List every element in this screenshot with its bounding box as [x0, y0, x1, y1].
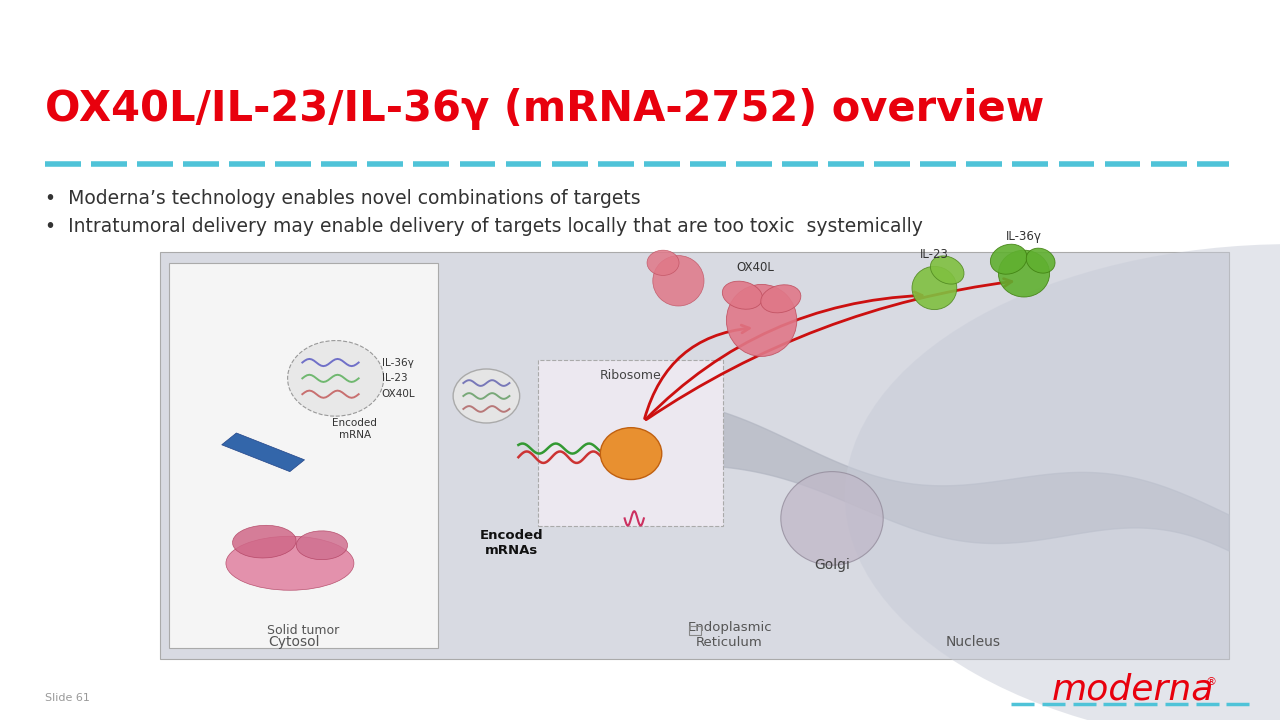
Bar [689, 626, 701, 635]
Ellipse shape [991, 244, 1027, 274]
Text: ®: ® [1206, 678, 1217, 688]
Text: Endoplasmic
Reticulum: Endoplasmic Reticulum [687, 621, 772, 649]
FancyBboxPatch shape [169, 263, 438, 648]
FancyBboxPatch shape [160, 252, 1229, 659]
Text: IL-36γ: IL-36γ [381, 358, 413, 367]
Text: Nucleus: Nucleus [946, 636, 1000, 649]
FancyBboxPatch shape [538, 360, 723, 526]
Text: Encoded
mRNA: Encoded mRNA [333, 418, 378, 439]
Ellipse shape [296, 531, 348, 559]
Text: •  Intratumoral delivery may enable delivery of targets locally that are too tox: • Intratumoral delivery may enable deliv… [45, 217, 923, 236]
Bar [221, 433, 305, 472]
Text: OX40L: OX40L [736, 261, 774, 274]
Text: OX40L/IL-23/IL-36γ (mRNA-2752) overview: OX40L/IL-23/IL-36γ (mRNA-2752) overview [45, 89, 1044, 130]
Ellipse shape [722, 282, 763, 309]
Text: IL-36γ: IL-36γ [1006, 230, 1042, 243]
Text: moderna: moderna [1052, 672, 1213, 707]
Ellipse shape [453, 369, 520, 423]
Text: Encoded
mRNAs: Encoded mRNAs [480, 529, 544, 557]
Ellipse shape [931, 256, 964, 284]
Text: Ribosome: Ribosome [599, 369, 662, 382]
Text: Slide 61: Slide 61 [45, 693, 90, 703]
Text: Cytosol: Cytosol [269, 636, 320, 649]
Text: Golgi: Golgi [814, 558, 850, 572]
Ellipse shape [600, 428, 662, 480]
Ellipse shape [288, 341, 384, 416]
Ellipse shape [646, 250, 678, 276]
Ellipse shape [233, 526, 296, 558]
Text: OX40L: OX40L [381, 390, 415, 399]
Ellipse shape [1027, 248, 1055, 273]
Ellipse shape [911, 266, 957, 310]
Ellipse shape [760, 285, 801, 312]
Text: IL-23: IL-23 [381, 374, 407, 383]
Ellipse shape [781, 472, 883, 565]
Text: IL-23: IL-23 [920, 248, 948, 261]
Text: Solid tumor: Solid tumor [268, 624, 339, 637]
Ellipse shape [227, 536, 353, 590]
Ellipse shape [998, 251, 1050, 297]
Wedge shape [845, 244, 1280, 720]
Text: •  Moderna’s technology enables novel combinations of targets: • Moderna’s technology enables novel com… [45, 189, 640, 207]
Ellipse shape [726, 284, 796, 356]
Ellipse shape [653, 256, 704, 306]
